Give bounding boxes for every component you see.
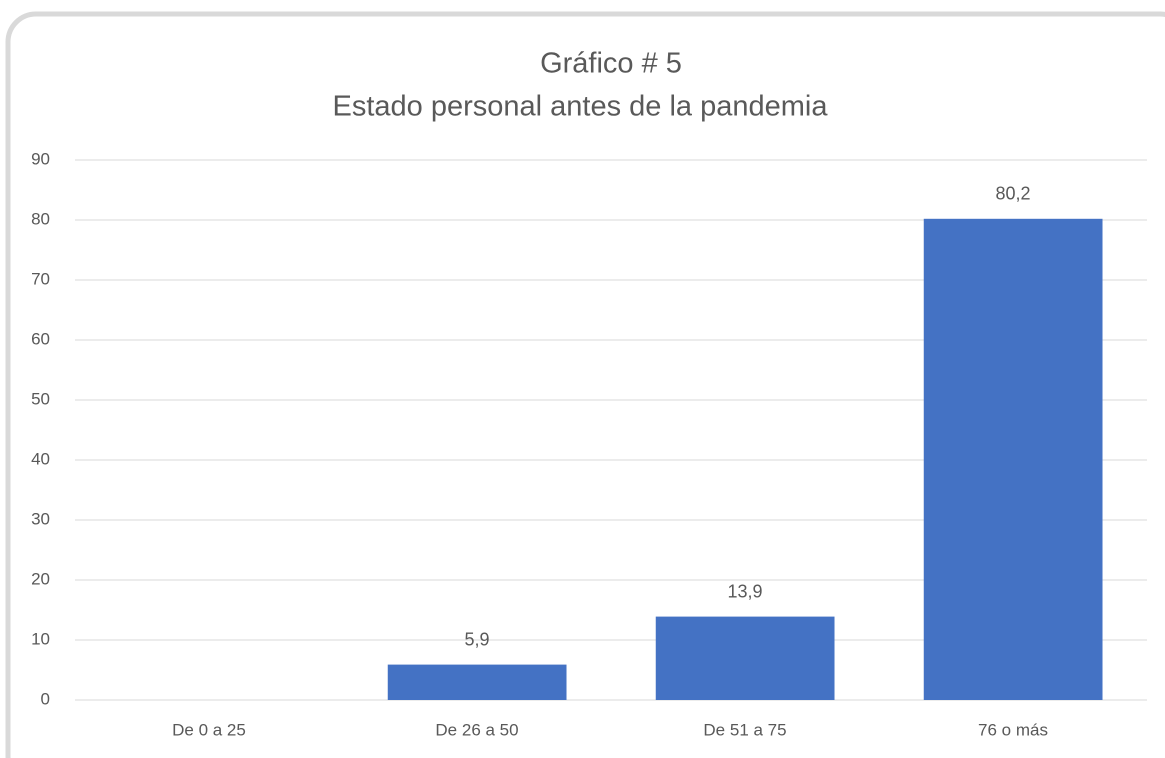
y-tick-label: 60 bbox=[31, 329, 50, 348]
x-tick-label: De 0 a 25 bbox=[172, 720, 246, 739]
bar bbox=[387, 664, 567, 700]
chart-frame bbox=[5, 11, 1165, 758]
chart-subtitle: Estado personal antes de la pandemia bbox=[333, 91, 829, 123]
data-label: 80,2 bbox=[995, 184, 1030, 204]
y-tick-label: 10 bbox=[31, 629, 50, 648]
y-tick-label: 80 bbox=[31, 209, 50, 228]
y-tick-label: 70 bbox=[31, 269, 50, 288]
x-tick-label: De 26 a 50 bbox=[435, 720, 518, 739]
bar bbox=[655, 616, 835, 700]
y-tick-label: 30 bbox=[31, 509, 50, 528]
y-tick-label: 0 bbox=[41, 689, 50, 708]
x-tick-label: 76 o más bbox=[978, 720, 1048, 739]
bar bbox=[923, 218, 1103, 701]
data-label: 5,9 bbox=[464, 629, 489, 649]
y-tick-label: 20 bbox=[31, 569, 50, 588]
data-label: 13,9 bbox=[727, 581, 762, 601]
x-tick-label: De 51 a 75 bbox=[703, 720, 786, 739]
chart-title: Gráfico # 5 bbox=[540, 48, 682, 80]
y-tick-label: 90 bbox=[31, 149, 50, 168]
y-tick-label: 50 bbox=[31, 389, 50, 408]
y-tick-label: 40 bbox=[31, 449, 50, 468]
